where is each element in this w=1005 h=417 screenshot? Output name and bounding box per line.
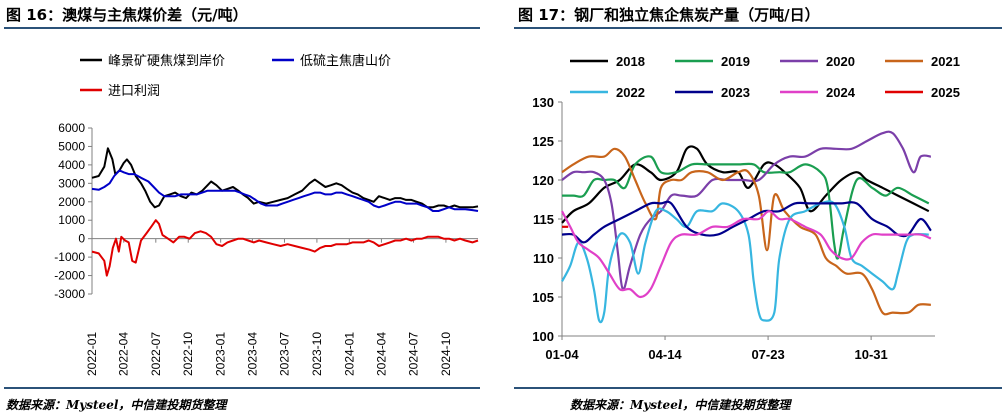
y-tick-label: -1000 — [54, 250, 85, 264]
x-tick-label: 2023-04 — [245, 332, 259, 376]
legend-label: 2022 — [616, 85, 645, 100]
x-tick-label: 2024-10 — [439, 332, 453, 376]
y-tick-label: 1000 — [58, 213, 85, 227]
series-line — [91, 147, 479, 209]
y-tick-label: 115 — [533, 212, 554, 227]
series-line — [561, 147, 931, 316]
legend-label: 低硫主焦唐山价 — [300, 53, 391, 68]
y-tick-label: 4000 — [58, 158, 85, 172]
y-tick-label: 105 — [532, 290, 554, 305]
y-tick-label: 125 — [532, 134, 554, 149]
y-tick-label: 6000 — [58, 121, 85, 135]
x-tick-label: 2024-01 — [342, 332, 356, 376]
x-tick-label: 07-23 — [751, 347, 784, 362]
y-tick-label: 0 — [78, 232, 85, 246]
x-tick-label: 2022-07 — [149, 332, 163, 376]
legend-label: 2019 — [721, 54, 750, 69]
y-tick-label: 3000 — [58, 176, 85, 190]
y-tick-label: 120 — [532, 173, 554, 188]
x-tick-label: 2024-04 — [374, 332, 388, 376]
x-tick-label: 2022-10 — [181, 332, 195, 376]
y-tick-label: -2000 — [54, 269, 85, 283]
x-tick-label: 2022-01 — [85, 332, 99, 376]
legend-label: 2025 — [931, 85, 960, 100]
chart-title: 图 16：澳煤与主焦煤价差（元/吨） — [6, 6, 248, 24]
chart-panel-16: 图 16：澳煤与主焦煤价差（元/吨） 峰景矿硬焦煤到岸价 低硫主焦唐山价进口利润 -… — [0, 0, 480, 417]
series-line — [561, 130, 932, 291]
title-divider — [514, 27, 1002, 29]
coke-output-chart: 2018 2019 2020 2021 2022 2023 2024 2025 100 105 11… — [532, 54, 960, 362]
y-tick-label: 100 — [532, 329, 554, 344]
x-tick-label: 2023-01 — [214, 332, 228, 376]
y-tick-label: -3000 — [54, 287, 85, 301]
legend-label: 2024 — [826, 85, 856, 100]
chart-source: 数据来源：Mysteel，中信建投期货整理 — [570, 398, 791, 412]
x-tick-label: 2023-10 — [310, 332, 324, 376]
footer-divider — [4, 387, 480, 389]
series-line — [561, 145, 930, 224]
x-tick-label: 2022-04 — [117, 332, 131, 376]
series-line — [91, 219, 479, 277]
legend-label: 峰景矿硬焦煤到岸价 — [108, 53, 225, 68]
legend-label: 2020 — [826, 54, 855, 69]
title-divider — [4, 27, 480, 29]
chart-title: 图 17：钢厂和独立焦企焦炭产量（万吨/日） — [518, 6, 820, 24]
x-tick-label: 2024-07 — [406, 332, 420, 376]
legend-label: 2023 — [721, 85, 750, 100]
x-tick-label: 10-31 — [854, 347, 887, 362]
legend-label: 进口利润 — [108, 83, 160, 98]
legend-label: 2021 — [931, 54, 960, 69]
chart-panel-17: 图 17：钢厂和独立焦企焦炭产量（万吨/日） 2018 2019 2020 2021 2… — [510, 0, 1005, 417]
chart-source: 数据来源：Mysteel，中信建投期货整理 — [6, 398, 227, 412]
y-tick-label: 110 — [533, 251, 554, 266]
x-tick-label: 01-04 — [545, 347, 579, 362]
x-tick-label: 2023-07 — [277, 332, 291, 376]
series-line — [562, 155, 930, 260]
series-line — [561, 200, 932, 244]
legend-label: 2018 — [616, 54, 645, 69]
y-tick-label: 5000 — [58, 139, 85, 153]
y-tick-label: 130 — [532, 95, 554, 110]
series-line — [91, 169, 479, 212]
x-tick-label: 04-14 — [648, 347, 682, 362]
y-tick-label: 2000 — [58, 195, 85, 209]
series-line — [561, 210, 932, 299]
footer-divider — [514, 387, 1002, 389]
